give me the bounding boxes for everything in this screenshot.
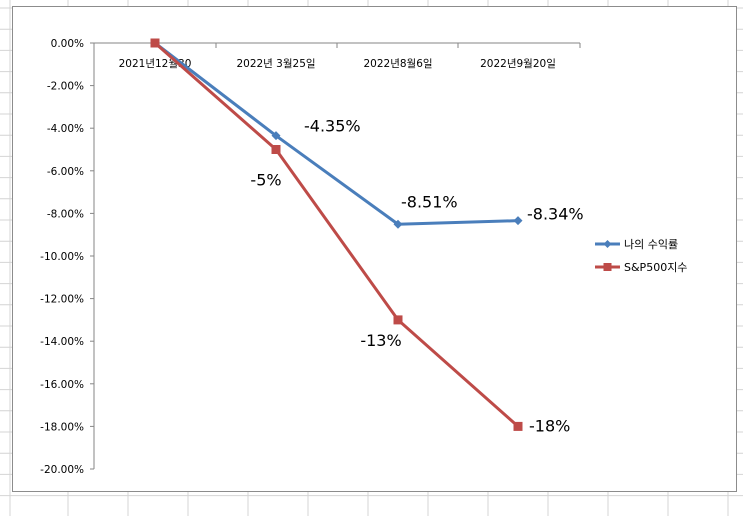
y-tick-label: -20.00% (40, 464, 84, 476)
legend-item[interactable]: 나의 수익률 (595, 238, 678, 251)
y-tick-label: 0.00% (51, 38, 84, 50)
series-line (154, 41, 519, 226)
data-label: -18% (529, 416, 570, 435)
y-tick-label: -14.00% (40, 336, 84, 348)
chart-area[interactable] (12, 6, 737, 492)
data-point-marker[interactable] (271, 131, 281, 141)
legend: 나의 수익률 S&P500지수 (595, 238, 687, 274)
data-point-marker[interactable] (513, 421, 523, 431)
y-tick-label: -8.00% (47, 208, 84, 220)
chart-axes (93, 42, 581, 469)
y-tick-label: -18.00% (40, 421, 84, 433)
legend-marker (603, 263, 612, 271)
y-tick-label: -12.00% (40, 294, 84, 306)
data-point-marker[interactable] (150, 38, 160, 48)
data-label: -8.51% (401, 192, 458, 211)
data-point-marker[interactable] (513, 216, 523, 226)
y-tick-label: -16.00% (40, 379, 84, 391)
data-point-marker[interactable] (393, 219, 403, 229)
data-labels: -4.35% -8.51% -8.34% -5% -13% -18% (250, 117, 583, 436)
y-tick-label: -4.00% (47, 123, 84, 135)
x-category-label: 2022년8월6일 (363, 57, 432, 70)
legend-label: 나의 수익률 (624, 238, 678, 251)
data-point-marker[interactable] (271, 145, 281, 154)
y-tick-label: -10.00% (40, 251, 84, 263)
series-line (154, 41, 519, 428)
data-label: -8.34% (527, 205, 584, 224)
data-label: -4.35% (304, 117, 361, 136)
y-tick-label: -6.00% (47, 166, 84, 178)
legend-label: S&P500지수 (624, 261, 687, 274)
x-category-label: 2022년9월20일 (480, 57, 556, 70)
data-label: -13% (360, 331, 401, 350)
legend-item[interactable]: S&P500지수 (595, 261, 687, 274)
legend-marker (603, 240, 612, 248)
y-axis-ticks: 0.00% -2.00% -4.00% -6.00% -8.00% -10.00% -12.… (40, 38, 94, 476)
series-layer (150, 38, 523, 431)
x-category-label: 2022년 3월25일 (236, 57, 315, 70)
y-tick-label: -2.00% (47, 81, 84, 93)
series-2 (150, 38, 523, 431)
data-point-marker[interactable] (393, 315, 403, 325)
data-label: -5% (250, 171, 281, 190)
